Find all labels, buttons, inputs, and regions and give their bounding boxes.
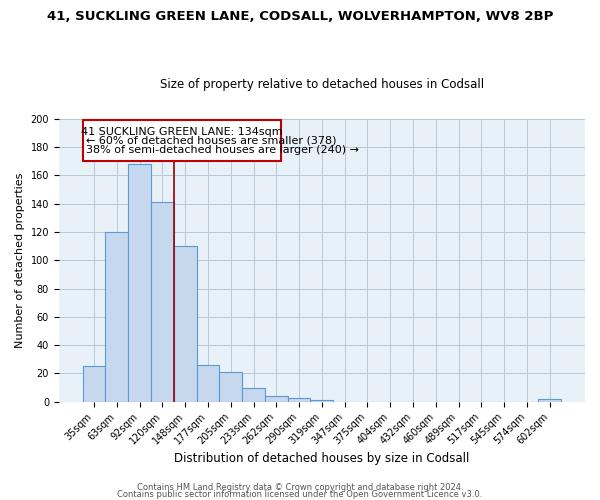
Bar bbox=[288, 398, 310, 402]
Bar bbox=[83, 120, 281, 161]
Text: ← 60% of detached houses are smaller (378): ← 60% of detached houses are smaller (37… bbox=[86, 136, 337, 145]
Bar bbox=[220, 372, 242, 402]
Bar bbox=[128, 164, 151, 402]
Text: 38% of semi-detached houses are larger (240) →: 38% of semi-detached houses are larger (… bbox=[86, 146, 359, 156]
X-axis label: Distribution of detached houses by size in Codsall: Distribution of detached houses by size … bbox=[174, 452, 470, 465]
Text: Contains public sector information licensed under the Open Government Licence v3: Contains public sector information licen… bbox=[118, 490, 482, 499]
Bar bbox=[151, 202, 174, 402]
Text: 41, SUCKLING GREEN LANE, CODSALL, WOLVERHAMPTON, WV8 2BP: 41, SUCKLING GREEN LANE, CODSALL, WOLVER… bbox=[47, 10, 553, 23]
Bar bbox=[310, 400, 333, 402]
Text: Contains HM Land Registry data © Crown copyright and database right 2024.: Contains HM Land Registry data © Crown c… bbox=[137, 484, 463, 492]
Bar bbox=[106, 232, 128, 402]
Title: Size of property relative to detached houses in Codsall: Size of property relative to detached ho… bbox=[160, 78, 484, 91]
Y-axis label: Number of detached properties: Number of detached properties bbox=[15, 172, 25, 348]
Text: 41 SUCKLING GREEN LANE: 134sqm: 41 SUCKLING GREEN LANE: 134sqm bbox=[81, 127, 283, 137]
Bar bbox=[265, 396, 288, 402]
Bar bbox=[538, 399, 561, 402]
Bar bbox=[197, 365, 220, 402]
Bar bbox=[174, 246, 197, 402]
Bar bbox=[83, 366, 106, 402]
Bar bbox=[242, 388, 265, 402]
